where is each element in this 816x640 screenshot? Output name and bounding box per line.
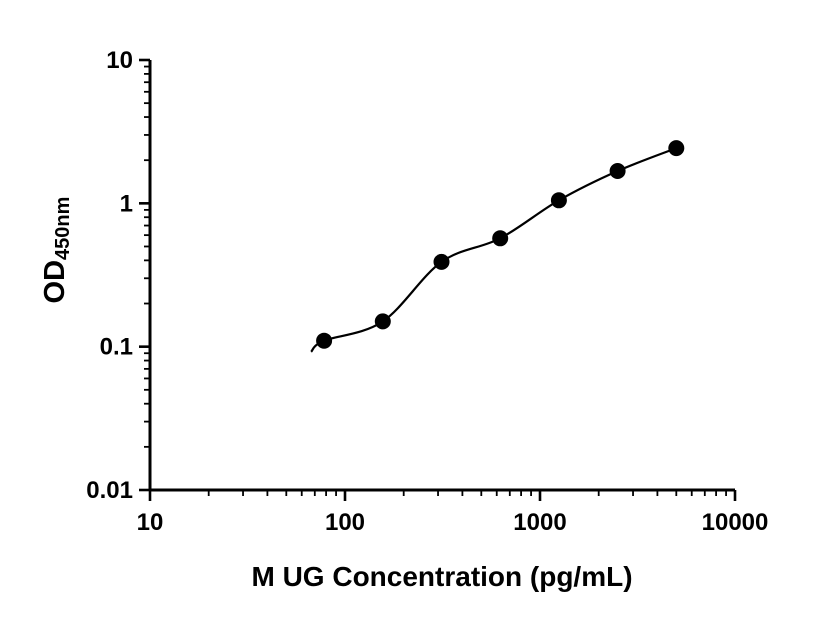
y-tick-label: 0.1 [100, 334, 133, 361]
data-point [374, 313, 391, 330]
x-axis-label: M UG Concentration (pg/mL) [251, 561, 633, 592]
data-point [550, 192, 567, 209]
y-tick-label: 10 [106, 47, 133, 74]
x-tick-label: 10 [137, 509, 164, 536]
x-tick-label: 100 [325, 509, 365, 536]
y-tick-label: 0.01 [86, 477, 133, 504]
data-point [433, 253, 450, 270]
y-axis-label-sub: 450nm [52, 196, 74, 260]
x-tick-label: 10000 [702, 509, 769, 536]
y-axis-label-main: OD [39, 259, 71, 304]
y-axis-label: OD450nm [39, 197, 75, 304]
data-point [492, 230, 509, 247]
y-tick-label: 1 [120, 190, 133, 217]
data-point [609, 163, 626, 179]
data-point [668, 140, 685, 157]
data-point [316, 332, 333, 349]
fit-curve [310, 147, 677, 353]
x-tick-label: 1000 [513, 509, 566, 536]
